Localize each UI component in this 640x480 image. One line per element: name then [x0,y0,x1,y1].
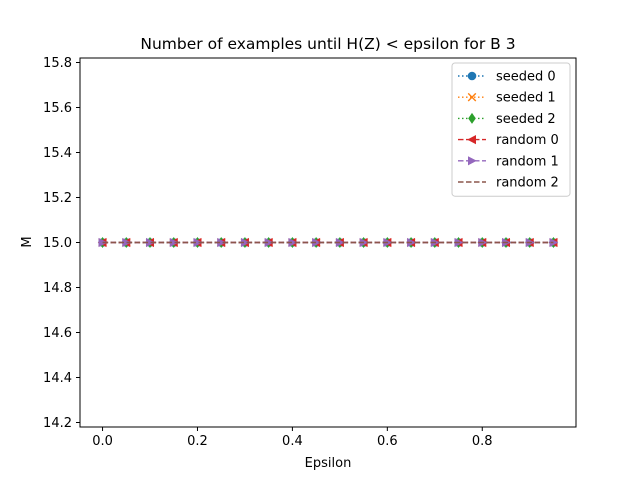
legend-label-3: random 0 [496,133,559,148]
legend: seeded 0 seeded 1 seeded 2 random 0 random 1… [451,62,571,197]
series-4-point-8 [288,237,298,248]
legend-label-1: seeded 1 [496,91,556,106]
x-tick-label-3: 0.6 [377,434,398,449]
y-tick-label-1: 14.4 [43,371,72,386]
legend-label-2: seeded 2 [496,112,556,127]
legend-marker-2 [468,112,476,124]
legend-marker-3 [467,135,476,145]
plot-marks [97,237,559,248]
legend-marker-0 [467,71,477,81]
y-tick-label-5: 15.2 [43,191,72,206]
series-4-point-7 [264,237,274,248]
x-tick-label-1: 0.2 [187,434,208,449]
legend-box [451,62,571,197]
legend-marker-4 [468,156,477,166]
series-4-point-4 [193,237,203,248]
y-tick-label-2: 14.6 [43,326,72,341]
chart-title: Number of examples until H(Z) < epsilon … [140,35,515,53]
x-axis-ticks: 0.0 0.2 0.4 0.6 0.8 [92,427,493,449]
legend-label-5: random 2 [496,176,559,191]
x-tick-label-0: 0.0 [92,434,113,449]
y-tick-label-0: 14.2 [43,416,72,431]
legend-marker-1 [467,92,477,102]
series-4-point-9 [312,237,321,248]
series-4-point-6 [240,237,250,248]
x-axis-label: Epsilon [305,456,352,471]
legend-label-4: random 1 [496,154,559,169]
series-4-point-3 [169,237,179,248]
y-tick-label-6: 15.4 [43,146,72,161]
series-4-point-10 [335,237,345,248]
y-tick-label-4: 15.0 [43,236,72,251]
x-tick-label-2: 0.4 [282,434,303,449]
series-4-point-2 [146,237,155,248]
y-axis-label: M [20,236,35,247]
y-axis-ticks: 14.2 14.4 14.6 14.8 15.0 15.2 15.4 15.6 15.8 [43,56,80,431]
x-tick-label-4: 0.8 [472,434,493,449]
y-tick-label-8: 15.8 [43,56,72,71]
legend-label-0: seeded 0 [496,70,556,85]
series-4-point-5 [217,237,227,248]
y-tick-label-7: 15.6 [43,101,72,116]
series-4-point-19 [549,237,559,248]
y-tick-label-3: 14.8 [43,281,72,296]
